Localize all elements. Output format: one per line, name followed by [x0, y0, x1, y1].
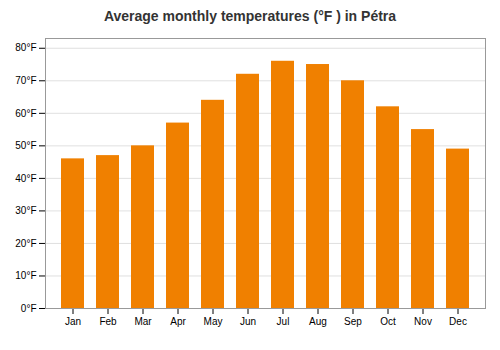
svg-text:80°F: 80°F — [15, 42, 36, 53]
svg-text:40°F: 40°F — [15, 173, 36, 184]
svg-text:0°F: 0°F — [21, 303, 37, 314]
svg-text:Sep: Sep — [344, 316, 362, 327]
svg-text:60°F: 60°F — [15, 108, 36, 119]
svg-text:Jan: Jan — [65, 316, 81, 327]
svg-text:Aug: Aug — [309, 316, 327, 327]
html-text:Average monthly temperatures (: Average monthly temperatures (°F ) in Pé… — [103, 8, 397, 24]
svg-text:Jun: Jun — [240, 316, 256, 327]
svg-text:30°F: 30°F — [15, 205, 36, 216]
svg-text:50°F: 50°F — [15, 140, 36, 151]
svg-text:Nov: Nov — [414, 316, 432, 327]
svg-text:70°F: 70°F — [15, 75, 36, 86]
svg-text:10°F: 10°F — [15, 270, 36, 281]
svg-text:Jul: Jul — [277, 316, 290, 327]
svg-text:Mar: Mar — [134, 316, 152, 327]
svg-text:Feb: Feb — [99, 316, 117, 327]
svg-text:Apr: Apr — [170, 316, 186, 327]
svg-text:Dec: Dec — [449, 316, 467, 327]
svg-text:Oct: Oct — [380, 316, 396, 327]
svg-text:20°F: 20°F — [15, 238, 36, 249]
svg-text:May: May — [204, 316, 223, 327]
